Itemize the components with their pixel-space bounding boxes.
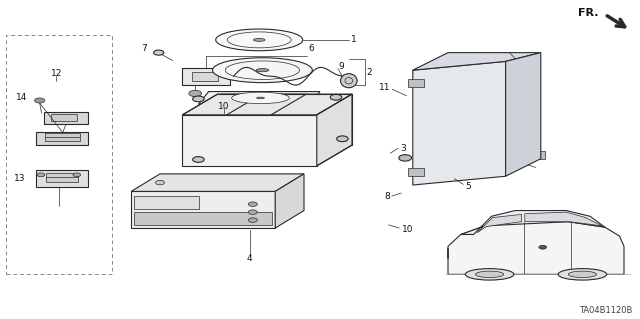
Ellipse shape (248, 218, 257, 222)
Bar (134, 212, 272, 225)
Ellipse shape (232, 92, 289, 104)
Text: TA04B1120B: TA04B1120B (579, 306, 632, 315)
Ellipse shape (340, 74, 357, 88)
Text: 5: 5 (465, 182, 471, 191)
Ellipse shape (476, 271, 504, 278)
Bar (192, 72, 218, 81)
Bar (36, 170, 88, 187)
Text: 7: 7 (141, 44, 147, 53)
Bar (408, 79, 424, 87)
Text: 3: 3 (401, 144, 406, 153)
Bar (408, 168, 424, 176)
Text: 9: 9 (338, 63, 344, 71)
Ellipse shape (73, 173, 81, 177)
Text: 12: 12 (51, 69, 62, 78)
Text: 13: 13 (14, 174, 26, 183)
Polygon shape (477, 214, 522, 233)
Ellipse shape (154, 50, 164, 55)
Ellipse shape (256, 69, 269, 72)
Polygon shape (213, 94, 305, 103)
Text: 10: 10 (218, 102, 230, 111)
Bar (134, 196, 199, 209)
Ellipse shape (248, 202, 257, 206)
Text: 6: 6 (308, 44, 314, 53)
Ellipse shape (539, 245, 547, 249)
Polygon shape (182, 94, 352, 115)
Text: 1: 1 (351, 35, 356, 44)
Ellipse shape (568, 271, 596, 278)
Ellipse shape (465, 269, 514, 280)
Text: 11: 11 (379, 83, 390, 92)
Polygon shape (198, 92, 320, 104)
Ellipse shape (330, 94, 342, 100)
Polygon shape (448, 222, 624, 274)
Ellipse shape (212, 58, 312, 83)
Bar (46, 173, 78, 182)
Polygon shape (275, 174, 304, 228)
Ellipse shape (337, 136, 348, 142)
Bar (51, 114, 77, 121)
Bar (36, 132, 88, 145)
Polygon shape (413, 62, 506, 185)
Bar (182, 68, 230, 85)
Polygon shape (131, 191, 275, 228)
Polygon shape (317, 94, 352, 166)
Bar (45, 133, 80, 141)
Ellipse shape (37, 173, 45, 177)
Polygon shape (506, 53, 541, 176)
Polygon shape (182, 115, 317, 166)
Ellipse shape (257, 97, 264, 99)
Polygon shape (413, 53, 541, 70)
Ellipse shape (156, 181, 164, 185)
Ellipse shape (189, 90, 202, 97)
Text: 4: 4 (247, 254, 252, 263)
Text: 14: 14 (15, 93, 27, 102)
Text: 8: 8 (385, 192, 390, 201)
Text: FR.: FR. (578, 8, 598, 19)
Ellipse shape (35, 98, 45, 103)
Ellipse shape (248, 210, 257, 214)
Ellipse shape (193, 157, 204, 162)
Polygon shape (525, 212, 602, 226)
Ellipse shape (399, 155, 412, 161)
Bar (530, 151, 545, 159)
Polygon shape (131, 174, 304, 191)
Text: 10: 10 (402, 225, 413, 234)
Bar (6, 35, 112, 274)
Ellipse shape (253, 39, 265, 41)
Text: 2: 2 (367, 68, 372, 77)
Bar (44, 112, 88, 124)
Ellipse shape (216, 29, 303, 51)
Polygon shape (461, 211, 605, 234)
Ellipse shape (558, 269, 607, 280)
Ellipse shape (193, 96, 204, 102)
